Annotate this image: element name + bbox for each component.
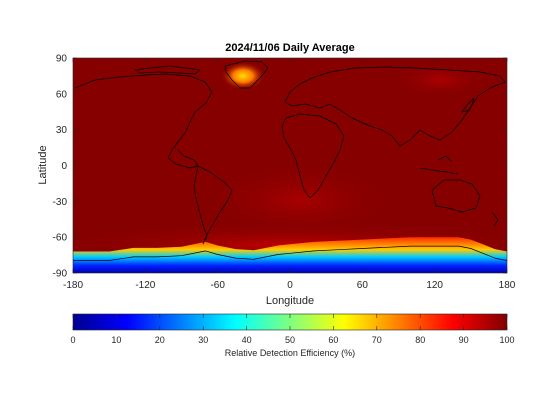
y-tick-label: -30	[53, 197, 68, 208]
x-tick-label: 180	[499, 280, 516, 291]
colorbar-tick-label: 70	[372, 335, 382, 345]
coastlines	[74, 60, 506, 245]
colorbar-tick-label: 40	[242, 335, 252, 345]
colorbar-tick-label: 30	[198, 335, 208, 345]
y-tick-label: 30	[56, 125, 68, 136]
y-tick-label: -90	[53, 269, 68, 280]
y-tick-label: 90	[56, 54, 68, 65]
coastline-antarctica	[73, 245, 507, 261]
map-area	[73, 58, 507, 273]
siberia-glow	[395, 64, 485, 96]
coastline-africa	[281, 113, 345, 199]
colorbar-tick-label: 20	[155, 335, 165, 345]
x-tick-label: 60	[357, 280, 369, 291]
colorbar-tick-label: 10	[111, 335, 121, 345]
colorbar-tick-label: 50	[285, 335, 295, 345]
coastline-australia	[431, 179, 481, 213]
colorbar-tick-label: 90	[459, 335, 469, 345]
coastline-south-america	[193, 165, 233, 245]
x-axis-ticks: -180 -120 -60 0 60 120 180	[63, 58, 516, 291]
coastline-north-america-arctic	[134, 65, 201, 75]
coastline-greenland	[224, 60, 269, 89]
coastline-japan	[461, 97, 475, 113]
y-axis-label: Latitude	[37, 145, 49, 184]
x-tick-label: -60	[210, 280, 225, 291]
y-axis-ticks: 90 60 30 0 -30 -60 -90	[53, 54, 507, 280]
greenland-hotspot	[221, 62, 265, 90]
x-tick-label: 120	[426, 280, 443, 291]
colorbar-label: Relative Detection Efficiency (%)	[225, 348, 355, 358]
colorbar-ticks: 0 10 20 30 40 50 60 70 80 90 100	[70, 314, 515, 345]
coastline-north-america	[74, 73, 213, 169]
colorbar-tick-label: 80	[415, 335, 425, 345]
y-tick-label: 0	[61, 161, 67, 172]
antarctic-low-efficiency-band	[73, 237, 507, 273]
colorbar-tick-label: 0	[70, 335, 75, 345]
x-tick-label: -120	[135, 280, 155, 291]
colorbar-tick-label: 60	[328, 335, 338, 345]
x-axis-label: Longitude	[266, 295, 314, 307]
colorbar: 0 10 20 30 40 50 60 70 80 90 100 Relative Detectio…	[70, 313, 515, 358]
coastline-eurasia	[284, 66, 506, 147]
x-tick-label: 0	[287, 280, 293, 291]
colorbar-tick-label: 100	[499, 335, 514, 345]
south-atlantic-glow	[210, 165, 390, 235]
coastline-new-zealand	[491, 211, 499, 227]
y-tick-label: 60	[56, 89, 68, 100]
chart-title: 2024/11/06 Daily Average	[225, 42, 354, 54]
x-tick-label: -180	[63, 280, 83, 291]
y-tick-label: -60	[53, 233, 68, 244]
coastline-indonesia	[419, 155, 459, 175]
